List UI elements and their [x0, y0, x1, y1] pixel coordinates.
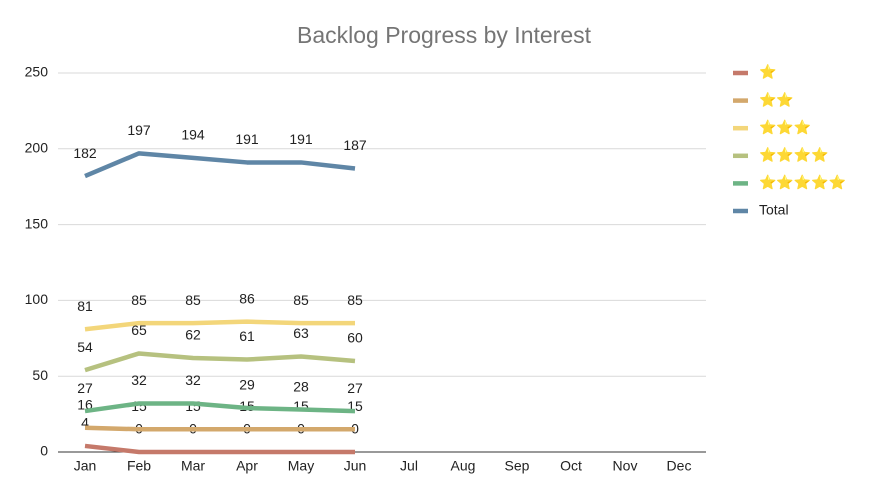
data-label: 85 [347, 292, 363, 308]
legend-label: ⭐ [759, 64, 776, 80]
x-tick-label: Dec [667, 458, 692, 474]
x-tick-label: Nov [613, 458, 638, 474]
y-tick-label: 50 [32, 367, 48, 383]
data-label: 27 [77, 380, 93, 396]
series-line [84, 351, 356, 373]
data-label: 54 [77, 339, 93, 355]
data-label: 4 [81, 415, 89, 431]
data-label: 27 [347, 380, 363, 396]
chart-title: Backlog Progress by Interest [297, 22, 592, 48]
x-tick-label: Aug [451, 458, 476, 474]
data-label: 182 [73, 145, 97, 161]
x-tick-label: Sep [505, 458, 530, 474]
y-tick-label: 200 [25, 140, 49, 156]
x-tick-label: Mar [181, 458, 205, 474]
data-label: 86 [239, 290, 255, 306]
data-label: 61 [239, 328, 255, 344]
y-tick-label: 150 [25, 215, 49, 231]
data-label: 32 [185, 372, 201, 388]
series-line [84, 319, 355, 332]
y-tick-label: 250 [25, 64, 49, 80]
x-tick-label: Jul [400, 458, 418, 474]
data-label: 85 [185, 292, 201, 308]
data-label: 81 [77, 298, 93, 314]
data-label: 63 [293, 325, 309, 341]
legend-label: Total [759, 202, 789, 218]
data-label: 191 [289, 131, 313, 147]
series-line [84, 425, 355, 432]
data-label: 191 [235, 131, 259, 147]
legend-label: ⭐⭐⭐ [759, 119, 811, 135]
x-tick-label: Feb [127, 458, 151, 474]
data-label: 29 [239, 377, 255, 393]
x-tick-label: May [288, 458, 314, 474]
data-label: 62 [185, 327, 201, 343]
data-label: 0 [351, 421, 359, 437]
data-label: 194 [181, 127, 205, 143]
data-label: 65 [131, 322, 147, 338]
series-line [84, 401, 356, 414]
x-tick-label: Apr [236, 458, 258, 474]
x-tick-label: Jun [344, 458, 367, 474]
data-label: 85 [131, 292, 147, 308]
data-label: 28 [293, 378, 309, 394]
data-label: 197 [127, 122, 151, 138]
series-line [84, 151, 356, 179]
x-tick-label: Jan [74, 458, 97, 474]
y-tick-label: 0 [40, 443, 48, 459]
data-label: 60 [347, 330, 363, 346]
data-label: 32 [131, 372, 147, 388]
legend-label: ⭐⭐⭐⭐⭐ [759, 174, 846, 190]
legend-label: ⭐⭐⭐⭐ [759, 147, 829, 163]
legend-label: ⭐⭐ [759, 91, 794, 107]
y-tick-label: 100 [25, 291, 49, 307]
series-line [84, 443, 355, 455]
data-label: 187 [343, 137, 367, 153]
x-tick-label: Oct [560, 458, 582, 474]
data-label: 85 [293, 292, 309, 308]
